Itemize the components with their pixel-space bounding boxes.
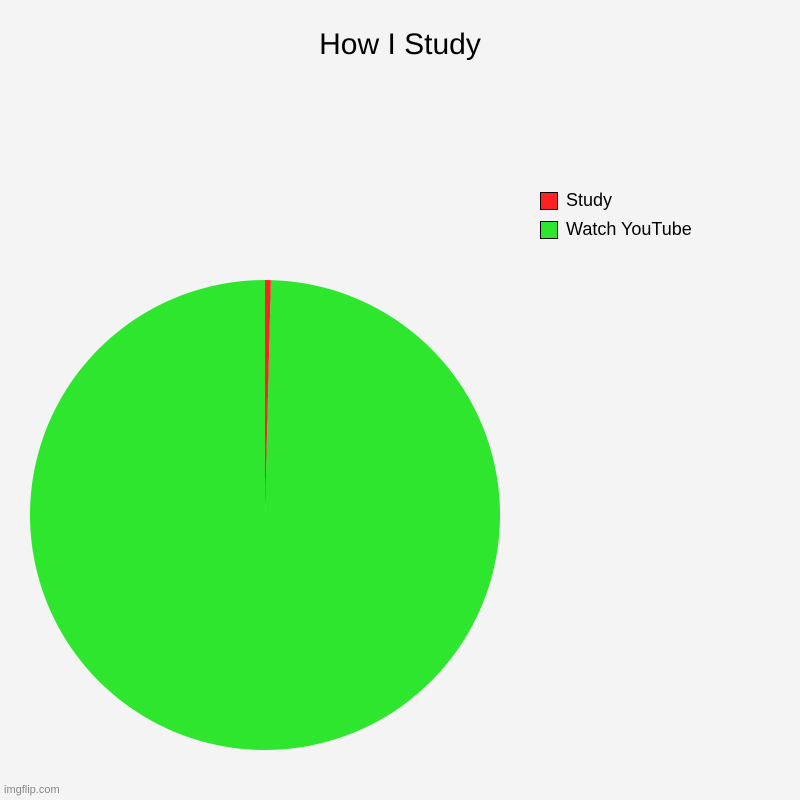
legend-item: Study [540, 190, 692, 211]
watermark: imgflip.com [4, 784, 60, 796]
legend-label: Watch YouTube [566, 219, 692, 240]
chart-title: How I Study [0, 28, 800, 62]
legend-swatch [540, 221, 558, 239]
legend-swatch [540, 192, 558, 210]
pie-chart [30, 280, 500, 750]
legend-item: Watch YouTube [540, 219, 692, 240]
legend: Study Watch YouTube [540, 190, 692, 240]
legend-label: Study [566, 190, 612, 211]
